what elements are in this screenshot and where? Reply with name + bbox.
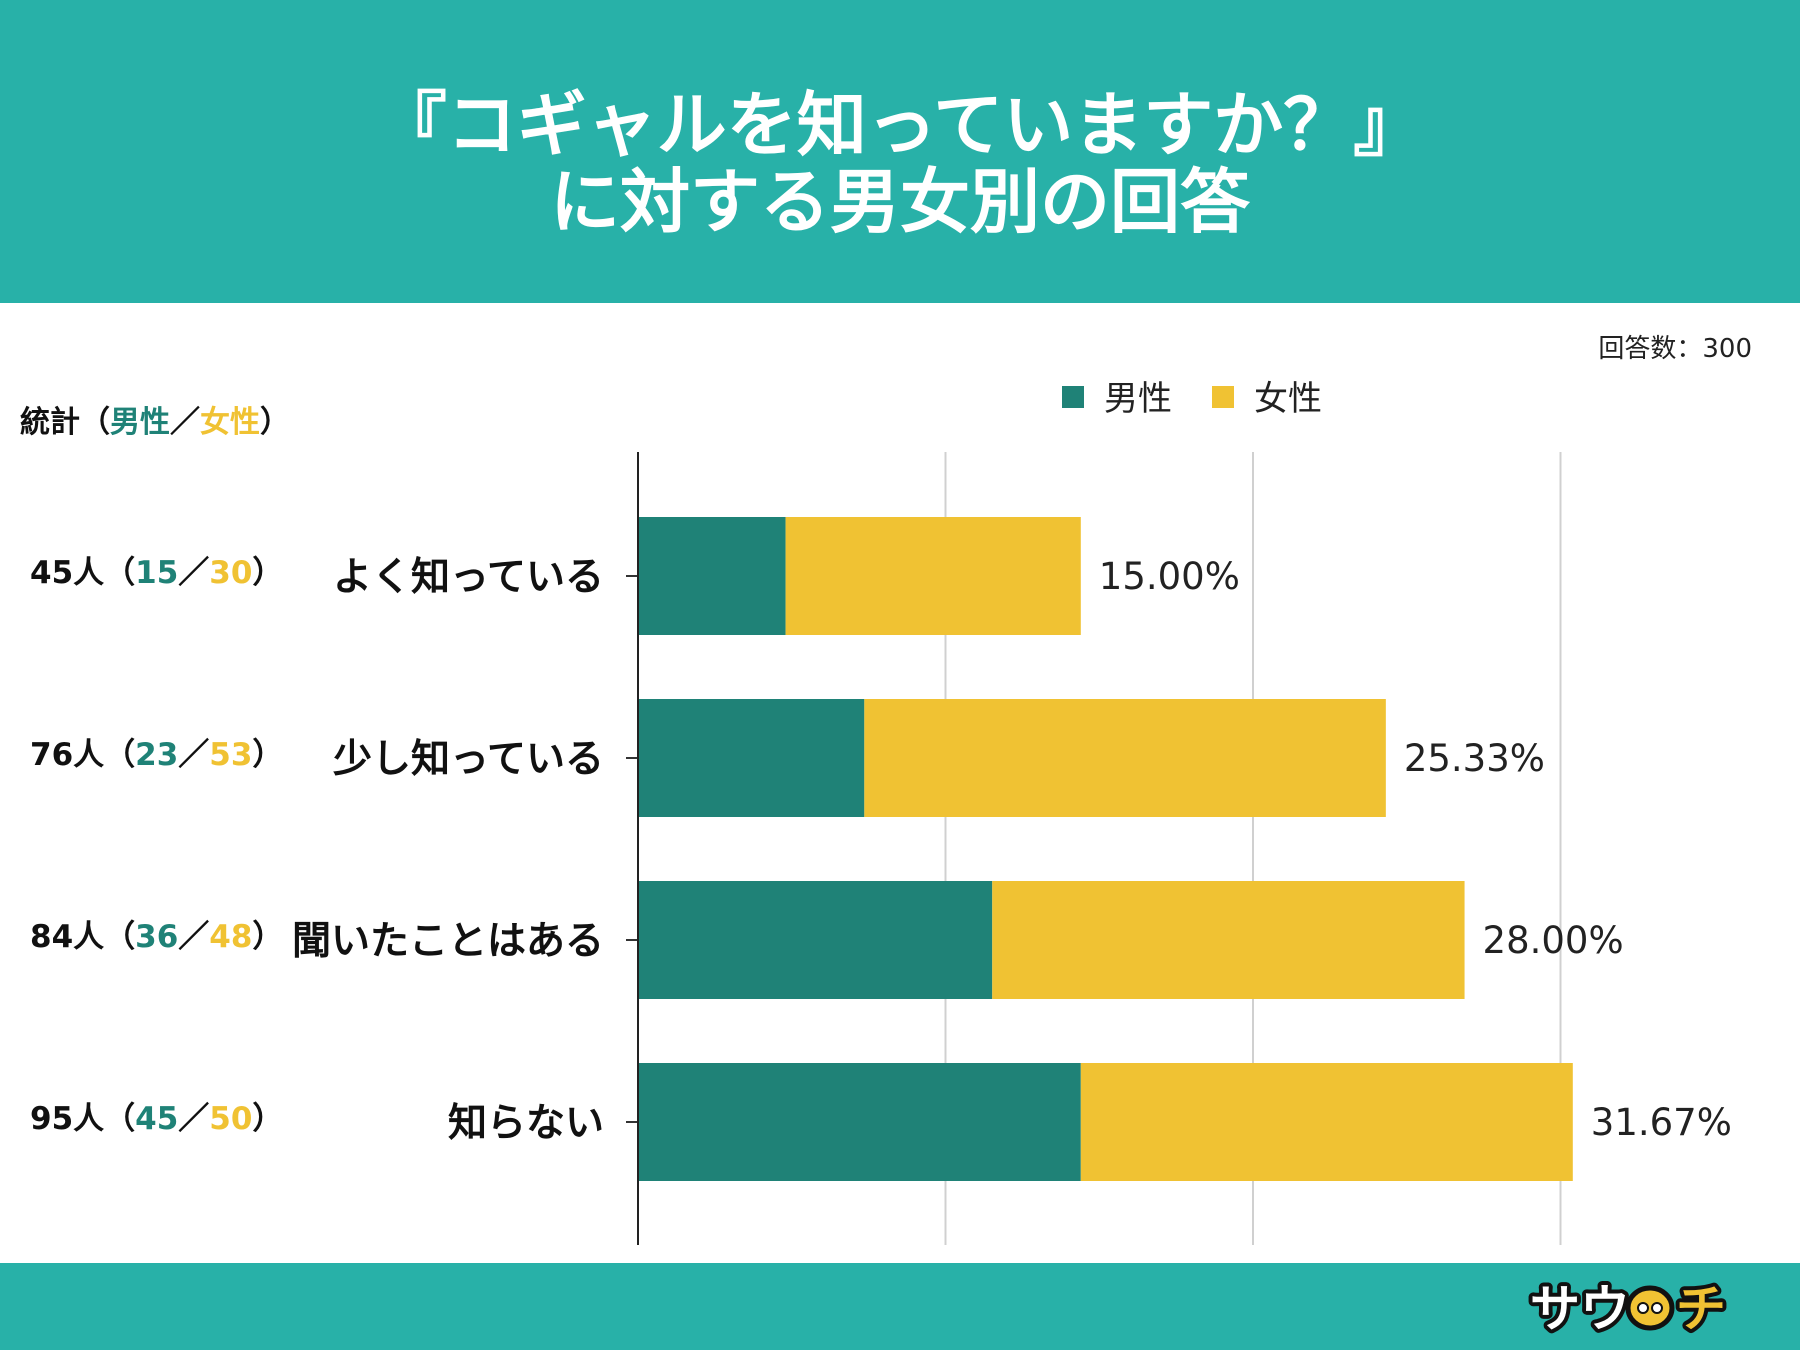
- category-label: 少し知っている: [333, 737, 604, 782]
- stat-male-count: 23: [135, 737, 179, 773]
- stat-female-count: 30: [209, 555, 253, 591]
- bar-segment: [638, 881, 993, 999]
- stat-male-count: 15: [135, 555, 179, 591]
- bar-segment: [992, 881, 1465, 999]
- title-line-2: に対する男女別の回答: [550, 161, 1250, 243]
- data-label: 28.00%: [1483, 919, 1624, 962]
- category-label: 知らない: [448, 1101, 604, 1146]
- stat-close: ）: [252, 737, 284, 773]
- stat-female-count: 48: [209, 919, 253, 955]
- svg-text:チ: チ: [1676, 1280, 1726, 1338]
- stats-header-suffix: ）: [260, 405, 290, 440]
- stats-header: 統計（男性／女性）: [20, 397, 290, 441]
- stat-sep: ／: [178, 737, 210, 773]
- stat-male-count: 36: [135, 919, 179, 955]
- stat-female-count: 50: [209, 1101, 253, 1137]
- stats-header-female: 女性: [200, 405, 260, 440]
- stat-female-count: 53: [209, 737, 253, 773]
- stat-row: 95人（45／50）: [30, 1099, 283, 1139]
- bar-segment: [864, 699, 1386, 817]
- stats-header-male: 男性: [110, 405, 170, 440]
- data-label: 15.00%: [1099, 555, 1240, 598]
- stacked-bar-chart: 15.00% よく知っている 25.33% 少し知っている 28.00% 聞いたことはある…: [292, 379, 1732, 1245]
- legend-swatch: [1212, 386, 1234, 408]
- bar-segment: [638, 517, 786, 635]
- bar-segment: [638, 699, 865, 817]
- stats-header-prefix: 統計（: [20, 405, 110, 440]
- footer-banner: [0, 1263, 1800, 1350]
- bar-segment: [1080, 1063, 1573, 1181]
- data-label: 25.33%: [1404, 737, 1545, 780]
- stat-total: 84人（: [30, 919, 136, 955]
- stat-male-count: 45: [135, 1101, 179, 1137]
- stat-close: ）: [252, 555, 284, 591]
- title-line-1: 『コギャルを知っていますか？』: [376, 84, 1424, 166]
- data-label: 31.67%: [1591, 1101, 1732, 1144]
- stat-total: 95人（: [30, 1101, 136, 1137]
- stat-sep: ／: [178, 1101, 210, 1137]
- stat-row: 45人（15／30）: [30, 553, 283, 593]
- category-label: よく知っている: [333, 555, 604, 600]
- stat-sep: ／: [178, 555, 210, 591]
- stats-header-sep: ／: [170, 405, 200, 440]
- stat-row: 76人（23／53）: [30, 735, 283, 775]
- stat-close: ）: [252, 1101, 284, 1137]
- stat-row: 84人（36／48）: [30, 917, 283, 957]
- brand-logo: サウ チ: [1526, 1276, 1730, 1342]
- stat-close: ）: [252, 919, 284, 955]
- svg-text:サウ: サウ: [1530, 1280, 1630, 1338]
- stat-sep: ／: [178, 919, 210, 955]
- legend-swatch: [1062, 386, 1084, 408]
- stat-total: 45人（: [30, 555, 136, 591]
- category-label: 聞いたことはある: [292, 919, 604, 964]
- header-banner: 『コギャルを知っていますか？』 に対する男女別の回答: [0, 0, 1800, 303]
- respondent-count: 回答数：300: [1598, 334, 1752, 364]
- legend-label: 女性: [1254, 379, 1322, 419]
- stat-total: 76人（: [30, 737, 136, 773]
- legend-label: 男性: [1104, 379, 1172, 419]
- bar-segment: [638, 1063, 1081, 1181]
- bar-segment: [785, 517, 1081, 635]
